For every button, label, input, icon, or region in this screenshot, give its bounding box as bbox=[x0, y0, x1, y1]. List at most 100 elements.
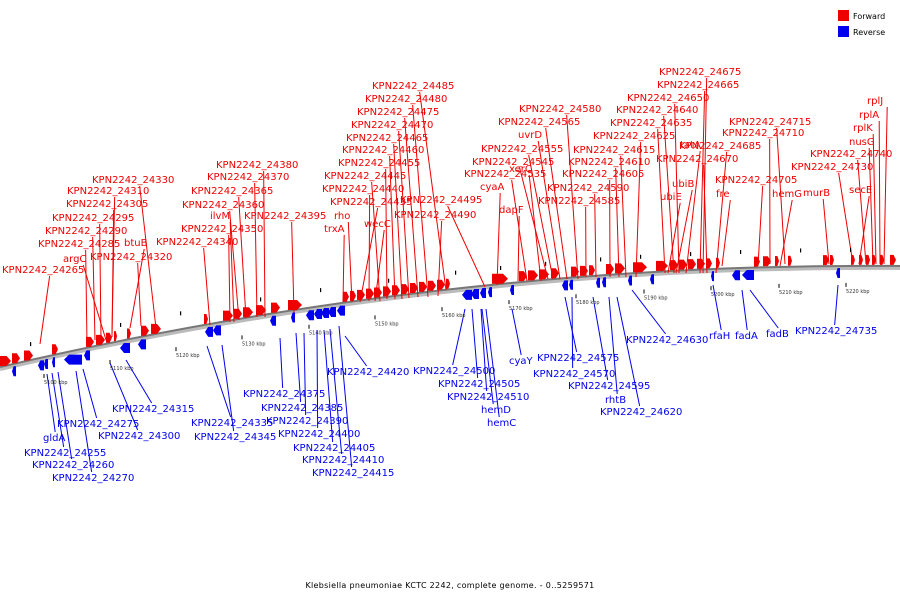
forward-gene-glyph[interactable] bbox=[243, 307, 253, 318]
reverse-gene-glyph[interactable] bbox=[836, 267, 840, 278]
reverse-gene-glyph[interactable] bbox=[732, 270, 740, 281]
reverse-gene-glyph[interactable] bbox=[120, 342, 130, 353]
forward-gene-glyph[interactable] bbox=[374, 287, 382, 298]
reverse-gene-label[interactable]: KPN2242_24570 bbox=[533, 369, 615, 380]
forward-gene-glyph[interactable] bbox=[551, 268, 559, 279]
forward-gene-label[interactable]: KPN2242_24360 bbox=[182, 200, 264, 211]
forward-gene-glyph[interactable] bbox=[688, 259, 696, 270]
reverse-gene-label[interactable]: KPN2242_24735 bbox=[795, 326, 877, 337]
forward-gene-label[interactable]: KPN2242_24310 bbox=[67, 186, 149, 197]
forward-gene-glyph[interactable] bbox=[86, 336, 94, 347]
reverse-gene-glyph[interactable] bbox=[291, 312, 295, 323]
forward-gene-label[interactable]: KPN2242_24670 bbox=[656, 154, 738, 165]
forward-gene-glyph[interactable] bbox=[12, 353, 20, 364]
reverse-gene-label[interactable]: KPN2242_24300 bbox=[98, 431, 180, 442]
reverse-gene-label[interactable]: KPN2242_24595 bbox=[568, 381, 650, 392]
forward-gene-glyph[interactable] bbox=[859, 254, 863, 265]
forward-gene-label[interactable]: KPN2242_24605 bbox=[562, 169, 644, 180]
forward-gene-glyph[interactable] bbox=[606, 264, 614, 275]
reverse-gene-glyph[interactable] bbox=[38, 360, 44, 371]
forward-gene-label[interactable]: tatA bbox=[680, 140, 701, 151]
reverse-gene-label[interactable]: KPN2242_24500 bbox=[413, 366, 495, 377]
forward-gene-glyph[interactable] bbox=[234, 308, 242, 319]
forward-gene-label[interactable]: murB bbox=[803, 188, 830, 199]
forward-gene-glyph[interactable] bbox=[528, 270, 538, 281]
reverse-gene-label[interactable]: KPN2242_24375 bbox=[243, 389, 325, 400]
reverse-gene-glyph[interactable] bbox=[84, 350, 90, 361]
forward-gene-label[interactable]: KPN2242_24340 bbox=[156, 237, 238, 248]
reverse-gene-glyph[interactable] bbox=[480, 288, 486, 299]
forward-gene-glyph[interactable] bbox=[788, 255, 792, 266]
forward-gene-glyph[interactable] bbox=[288, 299, 302, 310]
reverse-gene-label[interactable]: KPN2242_24390 bbox=[266, 416, 348, 427]
forward-gene-glyph[interactable] bbox=[823, 255, 829, 266]
forward-gene-label[interactable]: KPN2242_24440 bbox=[322, 184, 404, 195]
forward-gene-label[interactable]: KPN2242_24730 bbox=[791, 162, 873, 173]
forward-gene-label[interactable]: KPN2242_24380 bbox=[216, 160, 298, 171]
reverse-gene-label[interactable]: KPN2242_24400 bbox=[278, 429, 360, 440]
reverse-gene-label[interactable]: KPN2242_24315 bbox=[112, 404, 194, 415]
reverse-gene-label[interactable]: KPN2242_24275 bbox=[57, 419, 139, 430]
forward-gene-glyph[interactable] bbox=[256, 305, 266, 316]
reverse-gene-glyph[interactable] bbox=[44, 358, 48, 369]
reverse-gene-glyph[interactable] bbox=[488, 287, 492, 298]
reverse-gene-label[interactable]: KPN2242_24630 bbox=[626, 335, 708, 346]
forward-gene-label[interactable]: KPN2242_24490 bbox=[394, 210, 476, 221]
reverse-gene-glyph[interactable] bbox=[138, 339, 146, 350]
reverse-gene-glyph[interactable] bbox=[510, 285, 514, 296]
forward-gene-label[interactable]: KPN2242_24330 bbox=[92, 175, 174, 186]
reverse-gene-glyph[interactable] bbox=[52, 357, 55, 368]
forward-gene-glyph[interactable] bbox=[830, 255, 834, 266]
forward-gene-glyph[interactable] bbox=[872, 254, 876, 265]
forward-gene-label[interactable]: KPN2242_24475 bbox=[357, 107, 439, 118]
forward-gene-label[interactable]: KPN2242_24480 bbox=[365, 94, 447, 105]
forward-gene-glyph[interactable] bbox=[419, 281, 427, 292]
forward-gene-label[interactable]: KPN2242_24320 bbox=[90, 252, 172, 263]
forward-gene-label[interactable]: KPN2242_24470 bbox=[351, 120, 433, 131]
forward-gene-glyph[interactable] bbox=[697, 258, 705, 269]
reverse-gene-glyph[interactable] bbox=[462, 289, 472, 300]
forward-gene-glyph[interactable] bbox=[763, 256, 771, 267]
forward-gene-label[interactable]: KPN2242_24365 bbox=[191, 186, 273, 197]
forward-gene-label[interactable]: KPN2242_24285 bbox=[38, 239, 120, 250]
forward-gene-glyph[interactable] bbox=[775, 255, 779, 266]
forward-gene-glyph[interactable] bbox=[571, 266, 579, 277]
reverse-gene-glyph[interactable] bbox=[205, 326, 213, 337]
forward-gene-label[interactable]: rplK bbox=[853, 123, 873, 134]
forward-gene-label[interactable]: KPN2242_24665 bbox=[657, 80, 739, 91]
forward-gene-label[interactable]: KPN2242_24675 bbox=[659, 67, 741, 78]
reverse-gene-label[interactable]: KPN2242_24335 bbox=[191, 418, 273, 429]
forward-gene-label[interactable]: KPN2242_24435 bbox=[330, 197, 412, 208]
forward-gene-glyph[interactable] bbox=[343, 291, 349, 302]
reverse-gene-glyph[interactable] bbox=[213, 325, 221, 336]
forward-gene-label[interactable]: KPN2242_24615 bbox=[573, 145, 655, 156]
reverse-gene-label[interactable]: KPN2242_24420 bbox=[327, 367, 409, 378]
forward-gene-glyph[interactable] bbox=[96, 334, 105, 345]
reverse-gene-label[interactable]: hemD bbox=[481, 405, 511, 416]
reverse-gene-glyph[interactable] bbox=[628, 275, 632, 286]
forward-gene-label[interactable]: KPN2242_24580 bbox=[519, 104, 601, 115]
forward-gene-glyph[interactable] bbox=[890, 254, 896, 265]
forward-gene-label[interactable]: KPN2242_24460 bbox=[342, 145, 424, 156]
reverse-gene-glyph[interactable] bbox=[314, 309, 322, 320]
reverse-gene-label[interactable]: rfaH bbox=[709, 331, 730, 342]
forward-gene-glyph[interactable] bbox=[151, 323, 161, 334]
reverse-gene-label[interactable]: cyaY bbox=[509, 356, 534, 367]
forward-gene-label[interactable]: xerC bbox=[509, 164, 532, 175]
forward-gene-glyph[interactable] bbox=[851, 254, 855, 265]
forward-gene-glyph[interactable] bbox=[350, 290, 356, 301]
reverse-gene-glyph[interactable] bbox=[596, 277, 600, 288]
reverse-gene-label[interactable]: KPN2242_24345 bbox=[194, 432, 276, 443]
forward-gene-label[interactable]: KPN2242_24305 bbox=[66, 199, 148, 210]
forward-gene-label[interactable]: hemG bbox=[772, 189, 802, 200]
reverse-gene-glyph[interactable] bbox=[471, 288, 479, 299]
forward-gene-glyph[interactable] bbox=[410, 282, 418, 293]
forward-gene-glyph[interactable] bbox=[716, 257, 720, 268]
forward-gene-label[interactable]: KPN2242_24650 bbox=[627, 93, 709, 104]
forward-gene-glyph[interactable] bbox=[357, 289, 365, 300]
forward-gene-glyph[interactable] bbox=[670, 260, 678, 271]
reverse-gene-label[interactable]: KPN2242_24505 bbox=[438, 379, 520, 390]
forward-gene-label[interactable]: KPN2242_24350 bbox=[181, 224, 263, 235]
forward-gene-label[interactable]: ilvM bbox=[210, 211, 230, 222]
reverse-gene-label[interactable]: KPN2242_24510 bbox=[447, 392, 529, 403]
